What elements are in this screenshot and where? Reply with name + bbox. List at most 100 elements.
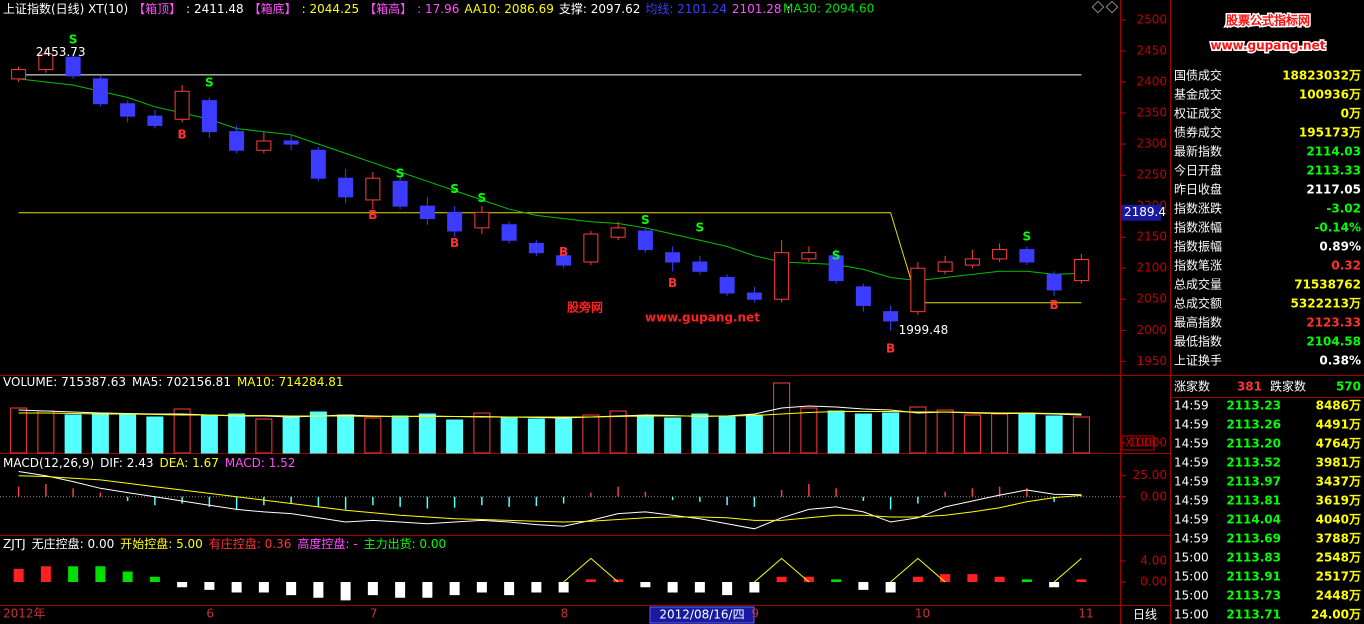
volume-bar xyxy=(609,410,627,454)
signal: B xyxy=(368,208,377,222)
zjtj-bar xyxy=(177,582,188,588)
info-value: 71538762 xyxy=(1294,278,1361,292)
y-tick-label: 25.00 xyxy=(1133,468,1167,482)
header-item: 【箱底】 xyxy=(249,1,297,16)
zjtj-bar xyxy=(313,582,324,598)
candle-body xyxy=(774,252,790,300)
tick-time: 15:00 xyxy=(1174,608,1209,622)
legend-item: 开始控盘: 5.00 xyxy=(120,536,203,551)
candle-body xyxy=(910,267,926,313)
header-item: 上证指数(日线) XT(10) xyxy=(3,1,128,16)
volume-bar xyxy=(963,414,981,454)
info-value: 195173万 xyxy=(1299,126,1361,140)
tick-time: 15:00 xyxy=(1174,570,1209,584)
watermark: www.gupang.net xyxy=(645,311,760,325)
zjtj-bar xyxy=(340,582,351,601)
info-label: 总成交量 xyxy=(1174,277,1222,292)
y-tick-label: 2100 xyxy=(1136,261,1167,275)
candle-body xyxy=(147,115,163,126)
candle-body xyxy=(38,53,54,71)
candle-body xyxy=(992,249,1008,260)
header-item: 支撑: 2097.62 xyxy=(559,1,640,16)
candle-body xyxy=(174,90,190,120)
panel-legend: MACD(12,26,9) DIF: 2.43 DEA: 1.67 MACD: 1.5… xyxy=(3,456,295,470)
tick-price: 2113.91 xyxy=(1226,570,1281,584)
info-label: 国债成交 xyxy=(1174,68,1222,83)
info-label: 总成交额 xyxy=(1174,296,1222,311)
y-tick-label: 2250 xyxy=(1136,168,1167,182)
candle-body xyxy=(310,149,326,179)
candle-body xyxy=(1073,259,1089,282)
volume-bar xyxy=(1072,416,1090,454)
multiplier-box xyxy=(1121,435,1155,451)
zjtj-bar xyxy=(531,582,542,593)
candle-body xyxy=(610,227,626,238)
tick-price: 2113.52 xyxy=(1226,456,1281,470)
candle-body xyxy=(256,140,272,151)
volume-bar xyxy=(119,413,137,454)
tick-price: 2113.20 xyxy=(1226,437,1281,451)
volume-bar xyxy=(745,414,763,454)
header-item: : - xyxy=(787,2,799,16)
info-label: 债券成交 xyxy=(1174,125,1222,140)
y-tick-label: 2400 xyxy=(1136,75,1167,89)
zjtj-bar xyxy=(40,566,51,582)
volume-bar xyxy=(500,417,518,454)
zjtj-bar xyxy=(858,582,869,590)
breadth-value: 570 xyxy=(1336,380,1361,394)
tick-time: 15:00 xyxy=(1174,551,1209,565)
high-label: 2453.73 xyxy=(36,45,86,59)
volume-bar xyxy=(773,382,791,454)
signal: S xyxy=(696,220,705,234)
header-item: : 17.96 xyxy=(417,2,459,16)
info-value: 100936万 xyxy=(1299,88,1361,102)
ma30-line xyxy=(18,78,1082,282)
tick-time: 14:59 xyxy=(1174,513,1209,527)
volume-bar xyxy=(91,412,109,454)
period-label[interactable]: 日线 xyxy=(1133,608,1157,622)
tick-time: 14:59 xyxy=(1174,456,1209,470)
zjtj-bar xyxy=(122,571,133,582)
header-item: : 2411.48 xyxy=(186,2,243,16)
signal: S xyxy=(641,213,650,227)
legend-item: MACD(12,26,9) xyxy=(3,456,94,470)
header: 上证指数(日线) XT(10) 【箱顶】: 2411.48 【箱底】: 2044.2… xyxy=(3,1,799,16)
zjtj-bar xyxy=(749,582,760,593)
y-tick-label: 2000 xyxy=(1136,323,1167,337)
breadth-label: 涨家数 xyxy=(1174,379,1210,394)
volume-bar xyxy=(854,413,872,454)
tick-price: 2113.26 xyxy=(1226,418,1281,432)
info-value: 2114.03 xyxy=(1306,145,1361,159)
volume-bar xyxy=(282,416,300,454)
info-value: -3.02 xyxy=(1326,202,1361,216)
candle-body xyxy=(11,69,27,80)
tick-volume: 2548万 xyxy=(1316,551,1361,565)
window-icon[interactable] xyxy=(1105,0,1119,14)
info-value: 0.32 xyxy=(1331,259,1361,273)
zjtj-bar xyxy=(558,582,569,593)
zjtj-bar xyxy=(258,582,269,593)
info-value: 2123.33 xyxy=(1306,316,1361,330)
zjtj-bar xyxy=(476,582,487,593)
candle-body xyxy=(392,180,408,207)
legend-item: DEA: 1.67 xyxy=(159,456,218,470)
volume-bar xyxy=(691,413,709,454)
window-icon[interactable] xyxy=(1091,0,1105,14)
tick-volume: 3619万 xyxy=(1316,494,1361,508)
zjtj-bar xyxy=(722,582,733,596)
tick-price: 2113.69 xyxy=(1226,532,1281,546)
volume-bar xyxy=(446,419,464,454)
candle-body xyxy=(665,252,681,263)
tick-time: 14:59 xyxy=(1174,494,1209,508)
breadth-label: 跌家数 xyxy=(1270,379,1306,394)
cursor-date-box xyxy=(649,606,755,624)
candle-body xyxy=(365,177,381,201)
volume-bar xyxy=(309,411,327,454)
watermark-url: www.gupang.net xyxy=(1211,39,1326,53)
legend-item: MA5: 702156.81 xyxy=(132,375,231,389)
tick-time: 14:59 xyxy=(1174,418,1209,432)
volume-bar xyxy=(337,414,355,454)
zjtj-bar xyxy=(68,566,79,582)
info-label: 指数振幅 xyxy=(1174,239,1222,254)
